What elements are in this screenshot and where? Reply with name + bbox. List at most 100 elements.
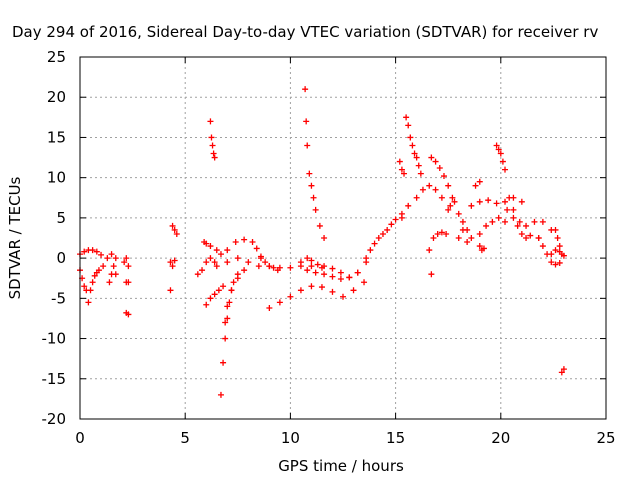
data-point (506, 194, 513, 201)
data-point (125, 311, 132, 318)
x-tick-label: 25 (596, 429, 615, 447)
data-point (249, 239, 256, 246)
data-point (228, 287, 235, 294)
data-point (367, 247, 374, 254)
data-point (255, 263, 262, 270)
data-point (329, 273, 336, 280)
series-arc-h (123, 309, 132, 318)
data-point (510, 214, 517, 221)
data-point (388, 221, 395, 228)
data-point (476, 243, 483, 250)
data-point (434, 230, 441, 237)
data-point (379, 230, 386, 237)
series-arc-a (77, 247, 105, 258)
data-point (167, 259, 174, 266)
data-point (440, 173, 447, 180)
data-point (464, 239, 471, 246)
data-point (405, 202, 412, 209)
y-tick-label: -5 (51, 289, 66, 307)
series-arc-v (302, 86, 328, 241)
chart-title: Day 294 of 2016, Sidereal Day-to-day VTE… (12, 23, 598, 41)
data-point (329, 265, 336, 272)
series-arc-i (169, 222, 180, 237)
data-point (340, 293, 346, 300)
data-point (310, 194, 317, 201)
data-point (220, 283, 227, 290)
y-tick-label: 5 (56, 209, 66, 227)
data-point (472, 182, 479, 189)
data-point (558, 369, 565, 376)
data-point (81, 283, 88, 290)
data-point (426, 182, 433, 189)
data-point (287, 293, 294, 300)
data-point (447, 202, 454, 209)
data-point (337, 269, 344, 276)
data-point (432, 186, 439, 193)
data-point (224, 315, 231, 322)
data-point (451, 198, 458, 205)
data-point (415, 162, 422, 169)
series-arc-d (100, 251, 119, 270)
data-point (428, 154, 435, 161)
series-arc-t (257, 255, 281, 274)
data-point (384, 226, 391, 233)
data-point (354, 269, 361, 276)
data-point (455, 235, 462, 241)
data-point (539, 218, 546, 225)
data-point (560, 366, 567, 373)
data-point (411, 150, 418, 157)
series-arc-n (201, 239, 224, 258)
series-arc-z (396, 158, 408, 177)
data-points (77, 86, 567, 398)
data-point (476, 198, 483, 205)
y-axis-label: SDTVAR / TECUs (6, 176, 24, 299)
data-point (527, 232, 534, 239)
series-arc-af (447, 198, 475, 241)
data-point (121, 259, 128, 266)
data-point (207, 295, 214, 302)
series-arc-ab (398, 182, 452, 221)
data-point (106, 279, 113, 286)
series-arc-l (207, 118, 218, 161)
data-point (438, 194, 445, 201)
data-point (87, 287, 94, 294)
data-point (208, 134, 215, 141)
data-point (493, 200, 500, 207)
data-point (262, 259, 269, 266)
data-point (430, 235, 437, 241)
data-point (173, 230, 180, 237)
data-point (401, 170, 408, 177)
data-point (405, 122, 412, 129)
y-tick-label: -20 (42, 410, 67, 428)
data-point (112, 271, 119, 278)
series-arc-o (203, 283, 227, 308)
data-point (548, 251, 555, 258)
data-point (211, 291, 218, 298)
series-arc-ac (428, 154, 456, 201)
data-point (392, 216, 399, 223)
data-point (516, 218, 523, 225)
data-point (426, 247, 433, 254)
data-point (224, 303, 231, 310)
series-arc-ag (455, 226, 471, 246)
data-point (499, 158, 506, 165)
data-point (413, 154, 420, 161)
data-point (539, 243, 546, 250)
series-arc-al (476, 214, 509, 237)
data-point (468, 235, 475, 241)
data-point (167, 287, 174, 294)
data-point (203, 240, 210, 247)
data-point (125, 279, 132, 286)
data-point (266, 304, 273, 311)
data-point (171, 226, 178, 233)
x-axis-label: GPS time / hours (278, 457, 404, 475)
data-point (234, 255, 241, 262)
data-point (531, 218, 538, 225)
data-point (308, 182, 315, 189)
series-arc-f (121, 255, 132, 270)
data-point (199, 267, 206, 274)
data-point (241, 236, 248, 243)
data-point (270, 264, 277, 271)
data-point (169, 263, 176, 270)
x-tick-label: 5 (180, 429, 190, 447)
